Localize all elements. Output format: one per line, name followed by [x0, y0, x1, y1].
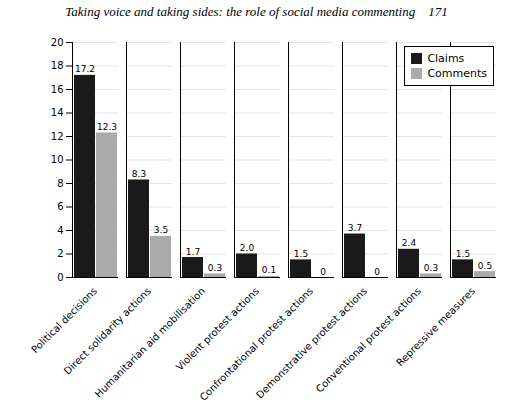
- svg-text:0.3: 0.3: [424, 263, 438, 273]
- svg-text:3.7: 3.7: [348, 223, 362, 233]
- svg-text:0.1: 0.1: [262, 265, 276, 275]
- svg-text:6: 6: [57, 201, 63, 212]
- svg-text:2.4: 2.4: [402, 238, 417, 248]
- svg-text:1.5: 1.5: [294, 249, 308, 259]
- svg-text:8.3: 8.3: [132, 169, 146, 179]
- svg-text:17.2: 17.2: [75, 64, 95, 74]
- svg-text:Repressive measures: Repressive measures: [394, 285, 477, 368]
- svg-text:1.7: 1.7: [186, 247, 200, 257]
- svg-text:10: 10: [51, 154, 64, 165]
- svg-text:12.3: 12.3: [97, 122, 117, 132]
- svg-text:0.5: 0.5: [478, 261, 492, 271]
- svg-text:Political decisions: Political decisions: [29, 285, 100, 356]
- svg-text:0: 0: [374, 267, 380, 277]
- svg-text:Direct solidarity actions: Direct solidarity actions: [62, 285, 153, 376]
- svg-text:Demonstrative protest actions: Demonstrative protest actions: [254, 285, 369, 400]
- svg-text:1.5: 1.5: [456, 249, 470, 259]
- svg-text:16: 16: [51, 84, 64, 95]
- svg-text:14: 14: [51, 107, 64, 118]
- html-text:Comments: Comments: [427, 67, 487, 80]
- svg-text:Conventional protest actions: Conventional protest actions: [314, 285, 423, 394]
- svg-text:20: 20: [51, 37, 64, 48]
- svg-text:Confrontational protest action: Confrontational protest actions: [198, 285, 316, 403]
- svg-text:2: 2: [57, 248, 63, 259]
- svg-text:18: 18: [51, 60, 64, 71]
- svg-text:Humanitarian aid mobilisation: Humanitarian aid mobilisation: [93, 285, 207, 399]
- svg-text:Violent protest actions: Violent protest actions: [173, 285, 262, 373]
- svg-text:12: 12: [51, 131, 64, 142]
- svg-text:4: 4: [57, 225, 63, 236]
- svg-text:0: 0: [320, 267, 326, 277]
- svg-text:8: 8: [57, 178, 63, 189]
- html-text:Taking voice and taking sides:: Taking voice and taking sides: the role …: [65, 4, 448, 19]
- svg-text:3.5: 3.5: [154, 225, 168, 235]
- svg-text:0.3: 0.3: [208, 263, 222, 273]
- svg-text:2.0: 2.0: [240, 243, 255, 253]
- html-text:Claims: Claims: [427, 52, 465, 65]
- svg-text:0: 0: [57, 272, 63, 283]
